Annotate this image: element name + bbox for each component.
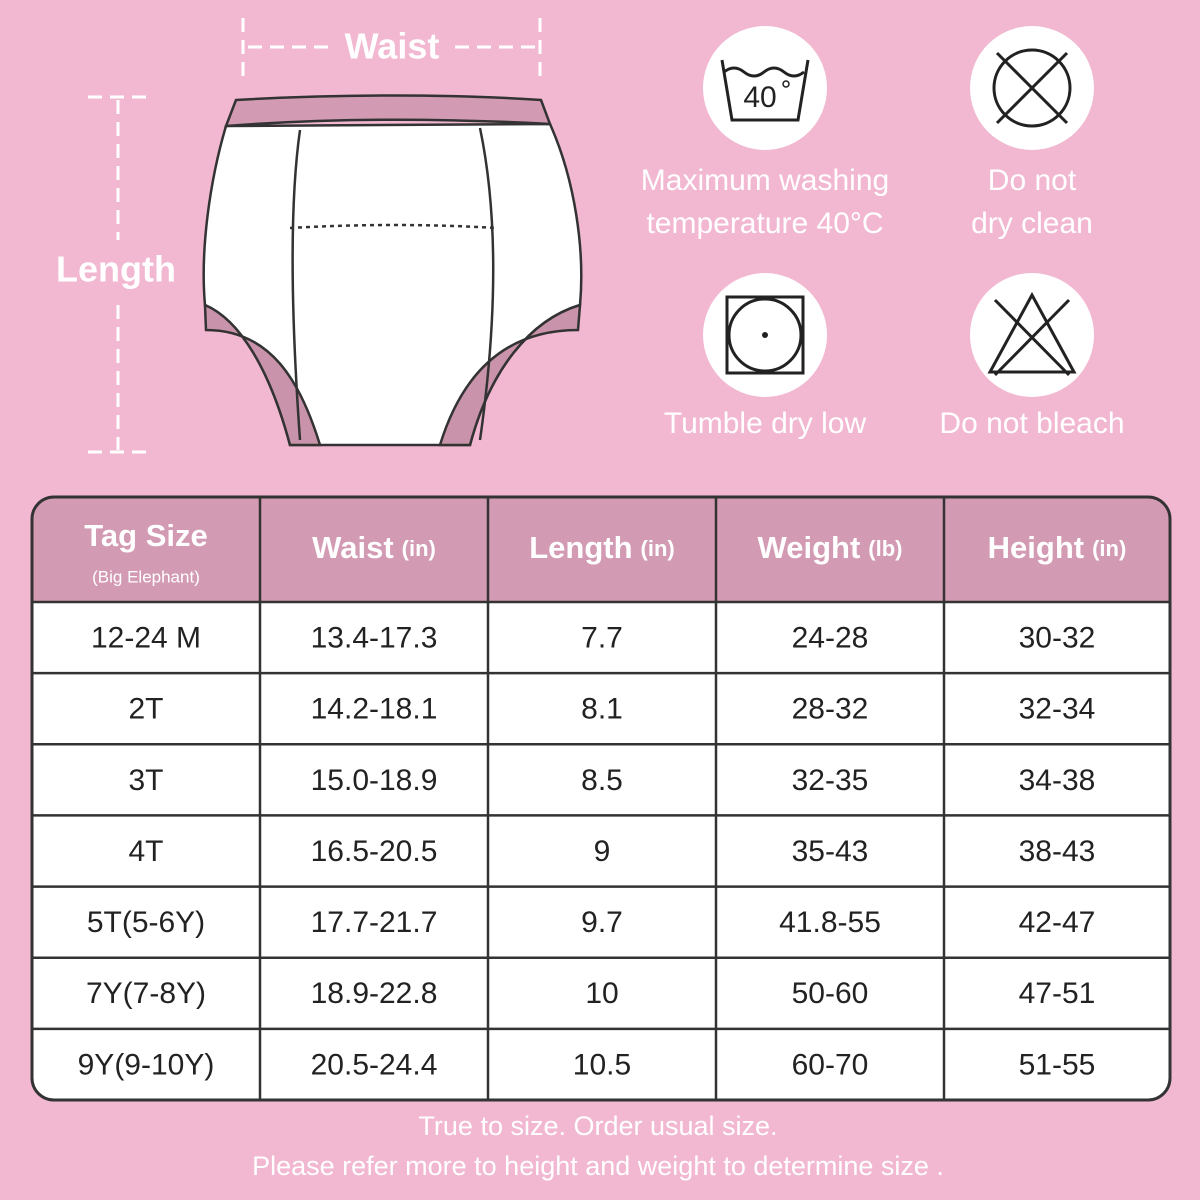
footer-text: True to size. Order usual size. xyxy=(418,1111,777,1141)
cell: 41.8-55 xyxy=(779,906,881,939)
table-border xyxy=(30,495,1172,1102)
cell: 35-43 xyxy=(792,835,869,868)
cell: 38-43 xyxy=(1019,835,1096,868)
cell: 51-55 xyxy=(1019,1048,1096,1081)
waist-measure: Waist xyxy=(241,18,542,80)
cell: 3T xyxy=(128,764,163,797)
cell: 28-32 xyxy=(792,693,869,726)
header-cell: Tag Size xyxy=(84,518,207,553)
length-measure: Length xyxy=(56,95,176,454)
care-wash: 40 xyxy=(703,26,827,150)
header-unit: (lb) xyxy=(868,536,902,561)
header-cell: Length (in) xyxy=(529,530,675,565)
care-text: Do not bleach xyxy=(939,407,1124,440)
care-text: temperature 40°C xyxy=(646,207,883,240)
care-no-dry-clean xyxy=(970,26,1094,150)
footer-text: Please refer more to height and weight t… xyxy=(252,1151,944,1181)
header-cell: Weight (lb) xyxy=(758,530,903,565)
cell: 4T xyxy=(128,835,163,868)
cell: 9Y(9-10Y) xyxy=(78,1048,215,1081)
cell: 42-47 xyxy=(1019,906,1096,939)
cell: 34-38 xyxy=(1019,764,1096,797)
cell: 2T xyxy=(128,693,163,726)
cell: 32-34 xyxy=(1019,693,1096,726)
care-text: Maximum washing xyxy=(641,164,889,197)
cell: 9 xyxy=(594,835,611,868)
size-table: Tag Size (Big Elephant) Waist (in) Length (in… xyxy=(30,495,1172,1102)
table-body xyxy=(32,497,1170,1100)
cell: 13.4-17.3 xyxy=(311,621,438,654)
header-unit: (in) xyxy=(1092,536,1126,561)
cell: 20.5-24.4 xyxy=(311,1048,438,1081)
header-unit: (in) xyxy=(402,536,436,561)
cell: 12-24 M xyxy=(91,621,201,654)
cell: 24-28 xyxy=(792,621,869,654)
diaper-illustration xyxy=(202,94,583,447)
cell: 60-70 xyxy=(792,1048,869,1081)
cell: 14.2-18.1 xyxy=(311,693,438,726)
cell: 5T(5-6Y) xyxy=(87,906,205,939)
length-label: Length xyxy=(56,249,176,290)
header-cell: Waist (in) xyxy=(312,530,436,565)
header-name: Height xyxy=(988,530,1084,565)
care-tumble-dry xyxy=(703,273,827,397)
cell: 10.5 xyxy=(573,1048,631,1081)
footer: True to size. Order usual size. Please re… xyxy=(252,1111,944,1181)
cell: 32-35 xyxy=(792,764,869,797)
care-no-bleach xyxy=(970,273,1094,397)
waist-label: Waist xyxy=(345,26,440,67)
header-note: (Big Elephant) xyxy=(92,567,200,586)
cell: 8.1 xyxy=(581,693,623,726)
cell: 7.7 xyxy=(581,621,623,654)
cell: 30-32 xyxy=(1019,621,1096,654)
cell: 8.5 xyxy=(581,764,623,797)
header-unit: (in) xyxy=(641,536,675,561)
header-name: Length xyxy=(529,530,632,565)
care-text: Do not xyxy=(988,164,1077,197)
cell: 47-51 xyxy=(1019,977,1096,1010)
cell: 7Y(7-8Y) xyxy=(86,977,206,1010)
cell: 18.9-22.8 xyxy=(311,977,438,1010)
cell: 16.5-20.5 xyxy=(311,835,438,868)
cell: 10 xyxy=(585,977,618,1010)
cell: 50-60 xyxy=(792,977,869,1010)
header-name: Weight xyxy=(758,530,861,565)
wash-temp: 40 xyxy=(743,81,776,114)
care-text: Tumble dry low xyxy=(664,407,867,440)
care-text: dry clean xyxy=(971,207,1093,240)
cell: 15.0-18.9 xyxy=(311,764,438,797)
cell: 9.7 xyxy=(581,906,623,939)
header-name: Waist xyxy=(312,530,394,565)
table-header-bg xyxy=(32,497,1170,602)
care-texts: Maximum washing temperature 40°C Do not dry… xyxy=(641,164,1125,440)
cell: 17.7-21.7 xyxy=(311,906,438,939)
header-cell: Height (in) xyxy=(988,530,1127,565)
